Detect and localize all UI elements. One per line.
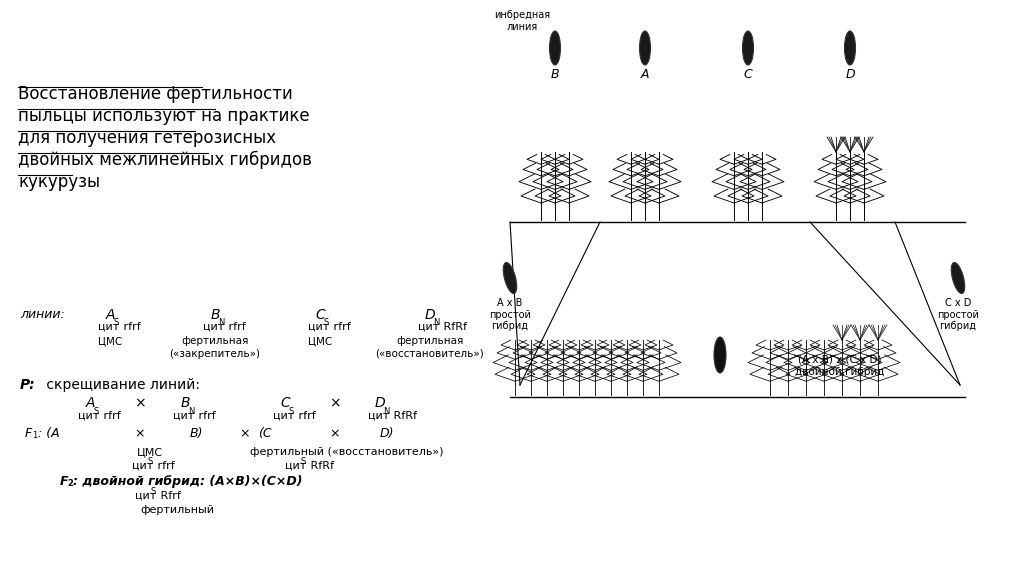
Text: ×: × [330, 427, 340, 440]
Text: 1: 1 [32, 431, 37, 440]
Text: A: A [641, 68, 649, 81]
Text: N: N [218, 318, 225, 327]
Text: rfrf: rfrf [120, 322, 140, 332]
Text: A: A [85, 396, 95, 410]
Text: фертильная: фертильная [396, 336, 464, 346]
Text: цит: цит [418, 322, 439, 332]
Text: N: N [433, 318, 440, 327]
Text: F: F [60, 475, 69, 488]
Text: ×: × [134, 396, 145, 410]
Text: (A x B) x (C x D)
двойной гибрид: (A x B) x (C x D) двойной гибрид [796, 355, 885, 377]
Text: 2: 2 [67, 479, 73, 488]
Text: цит: цит [173, 411, 195, 421]
Text: («восстановитель»): («восстановитель») [376, 349, 484, 359]
Text: rfrf: rfrf [195, 411, 215, 421]
Text: S: S [93, 407, 99, 416]
Text: N: N [384, 407, 390, 416]
Text: rfrf: rfrf [224, 322, 246, 332]
Text: S: S [147, 457, 153, 466]
Text: Восстановление фертильности: Восстановление фертильности [18, 85, 293, 103]
Text: B): B) [190, 427, 204, 440]
Text: rfrf: rfrf [99, 411, 121, 421]
Text: двойных межлинейных гибридов: двойных межлинейных гибридов [18, 151, 312, 169]
Text: S: S [151, 487, 156, 496]
Text: F: F [25, 427, 32, 440]
Text: скрещивание линий:: скрещивание линий: [42, 378, 200, 392]
Text: rfrf: rfrf [295, 411, 315, 421]
Text: ЦМС: ЦМС [98, 336, 122, 346]
Text: C: C [743, 68, 753, 81]
Text: ×: × [329, 396, 341, 410]
Text: пыльцы используют на практике: пыльцы используют на практике [18, 107, 309, 125]
Text: фертильный: фертильный [140, 505, 214, 515]
Text: цит: цит [135, 491, 157, 501]
Text: RfRf: RfRf [306, 461, 334, 471]
Text: цит: цит [203, 322, 224, 332]
Text: для получения гетерозисных: для получения гетерозисных [18, 129, 276, 147]
Text: цит: цит [132, 461, 154, 471]
Text: D: D [425, 308, 435, 322]
Text: ЦМС: ЦМС [137, 447, 163, 457]
Text: C: C [315, 308, 325, 322]
Text: линии:: линии: [20, 308, 65, 321]
Text: C: C [281, 396, 290, 410]
Text: rfrf: rfrf [330, 322, 350, 332]
Text: A: A [105, 308, 115, 322]
Text: D: D [375, 396, 385, 410]
Text: ЦМС: ЦМС [308, 336, 332, 346]
Text: C x D
простой
гибрид: C x D простой гибрид [937, 298, 979, 331]
Text: A x B
простой
гибрид: A x B простой гибрид [489, 298, 530, 331]
Ellipse shape [714, 337, 726, 373]
Text: цит: цит [368, 411, 389, 421]
Ellipse shape [951, 262, 965, 293]
Text: цит: цит [98, 322, 119, 332]
Text: B: B [551, 68, 559, 81]
Text: : двойной гибрид: (A×B)×(C×D): : двойной гибрид: (A×B)×(C×D) [73, 475, 302, 488]
Text: цит: цит [78, 411, 99, 421]
Text: D: D [845, 68, 855, 81]
Text: : (A: : (A [38, 427, 59, 440]
Text: (C: (C [258, 427, 271, 440]
Text: S: S [289, 407, 294, 416]
Text: B: B [180, 396, 189, 410]
Text: P:: P: [20, 378, 36, 392]
Ellipse shape [845, 31, 855, 65]
Text: цит: цит [285, 461, 306, 471]
Text: цит: цит [273, 411, 294, 421]
Ellipse shape [640, 31, 650, 65]
Text: S: S [301, 457, 306, 466]
Text: B: B [210, 308, 220, 322]
Text: RfRf: RfRf [439, 322, 467, 332]
Text: RfRf: RfRf [389, 411, 417, 421]
Text: фертильная: фертильная [181, 336, 249, 346]
Text: Rfrf: Rfrf [157, 491, 180, 501]
Text: («закрепитель»): («закрепитель») [170, 349, 260, 359]
Text: S: S [114, 318, 119, 327]
Text: кукурузы: кукурузы [18, 173, 100, 191]
Text: инбредная
линия: инбредная линия [494, 10, 550, 32]
Text: S: S [324, 318, 329, 327]
Text: ×: × [240, 427, 250, 440]
Text: фертильный («восстановитель»): фертильный («восстановитель») [250, 447, 443, 457]
Text: цит: цит [308, 322, 330, 332]
Ellipse shape [503, 262, 517, 293]
Text: ×: × [135, 427, 145, 440]
Text: rfrf: rfrf [154, 461, 174, 471]
Ellipse shape [550, 31, 560, 65]
Text: N: N [188, 407, 195, 416]
Text: D): D) [380, 427, 394, 440]
Ellipse shape [742, 31, 754, 65]
